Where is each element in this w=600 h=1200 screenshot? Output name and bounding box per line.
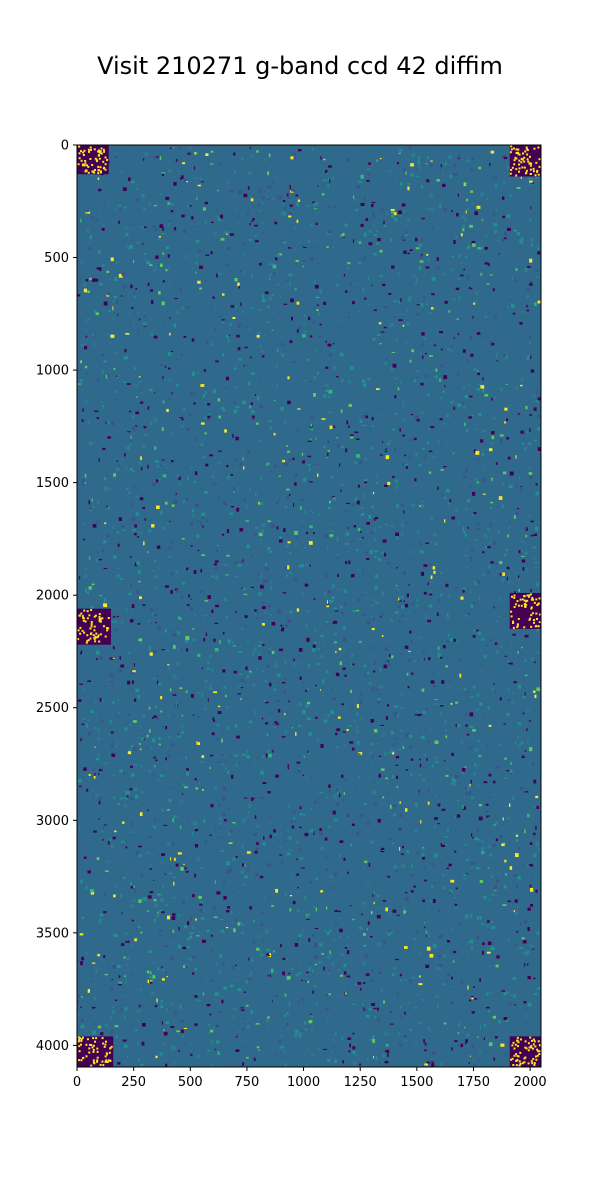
- x-tick-label: 1750: [457, 1075, 490, 1090]
- saturated-region: [509, 1036, 541, 1067]
- saturated-region: [509, 145, 541, 177]
- y-tick-label: 1000: [36, 364, 69, 379]
- x-tick-label: 1250: [344, 1075, 377, 1090]
- y-tick-label: 0: [61, 139, 69, 154]
- x-tick-label: 1500: [400, 1075, 433, 1090]
- y-tick-label: 2500: [36, 701, 69, 716]
- y-tick-label: 500: [44, 251, 69, 266]
- saturated-region: [77, 145, 109, 175]
- y-tick-label: 4000: [36, 1039, 69, 1054]
- x-tick-label: 500: [178, 1075, 203, 1090]
- chart-title: Visit 210271 g-band ccd 42 diffim: [97, 52, 503, 80]
- x-tick-label: 750: [235, 1075, 260, 1090]
- x-tick-label: 250: [121, 1075, 146, 1090]
- x-tick-label: 0: [73, 1075, 81, 1090]
- y-tick-label: 3500: [36, 926, 69, 941]
- y-tick-label: 3000: [36, 814, 69, 829]
- saturated-region: [509, 592, 541, 629]
- y-tick-label: 1500: [36, 476, 69, 491]
- y-tick-label: 2000: [36, 589, 69, 604]
- x-axis: 0 250 500 750 1000 1250 1500 1750 2000: [73, 1067, 547, 1090]
- diffim-image: [77, 145, 541, 1067]
- plot-frame: [76, 144, 542, 1068]
- saturated-region: [77, 608, 111, 645]
- image-background: [77, 145, 541, 1067]
- y-axis: 0 500 1000 1500 2000 2500 3000 3500 4000: [36, 139, 77, 1054]
- x-tick-label: 2000: [514, 1075, 547, 1090]
- saturated-region: [77, 1036, 114, 1067]
- x-tick-label: 1000: [287, 1075, 320, 1090]
- noise-texture: [77, 146, 541, 1067]
